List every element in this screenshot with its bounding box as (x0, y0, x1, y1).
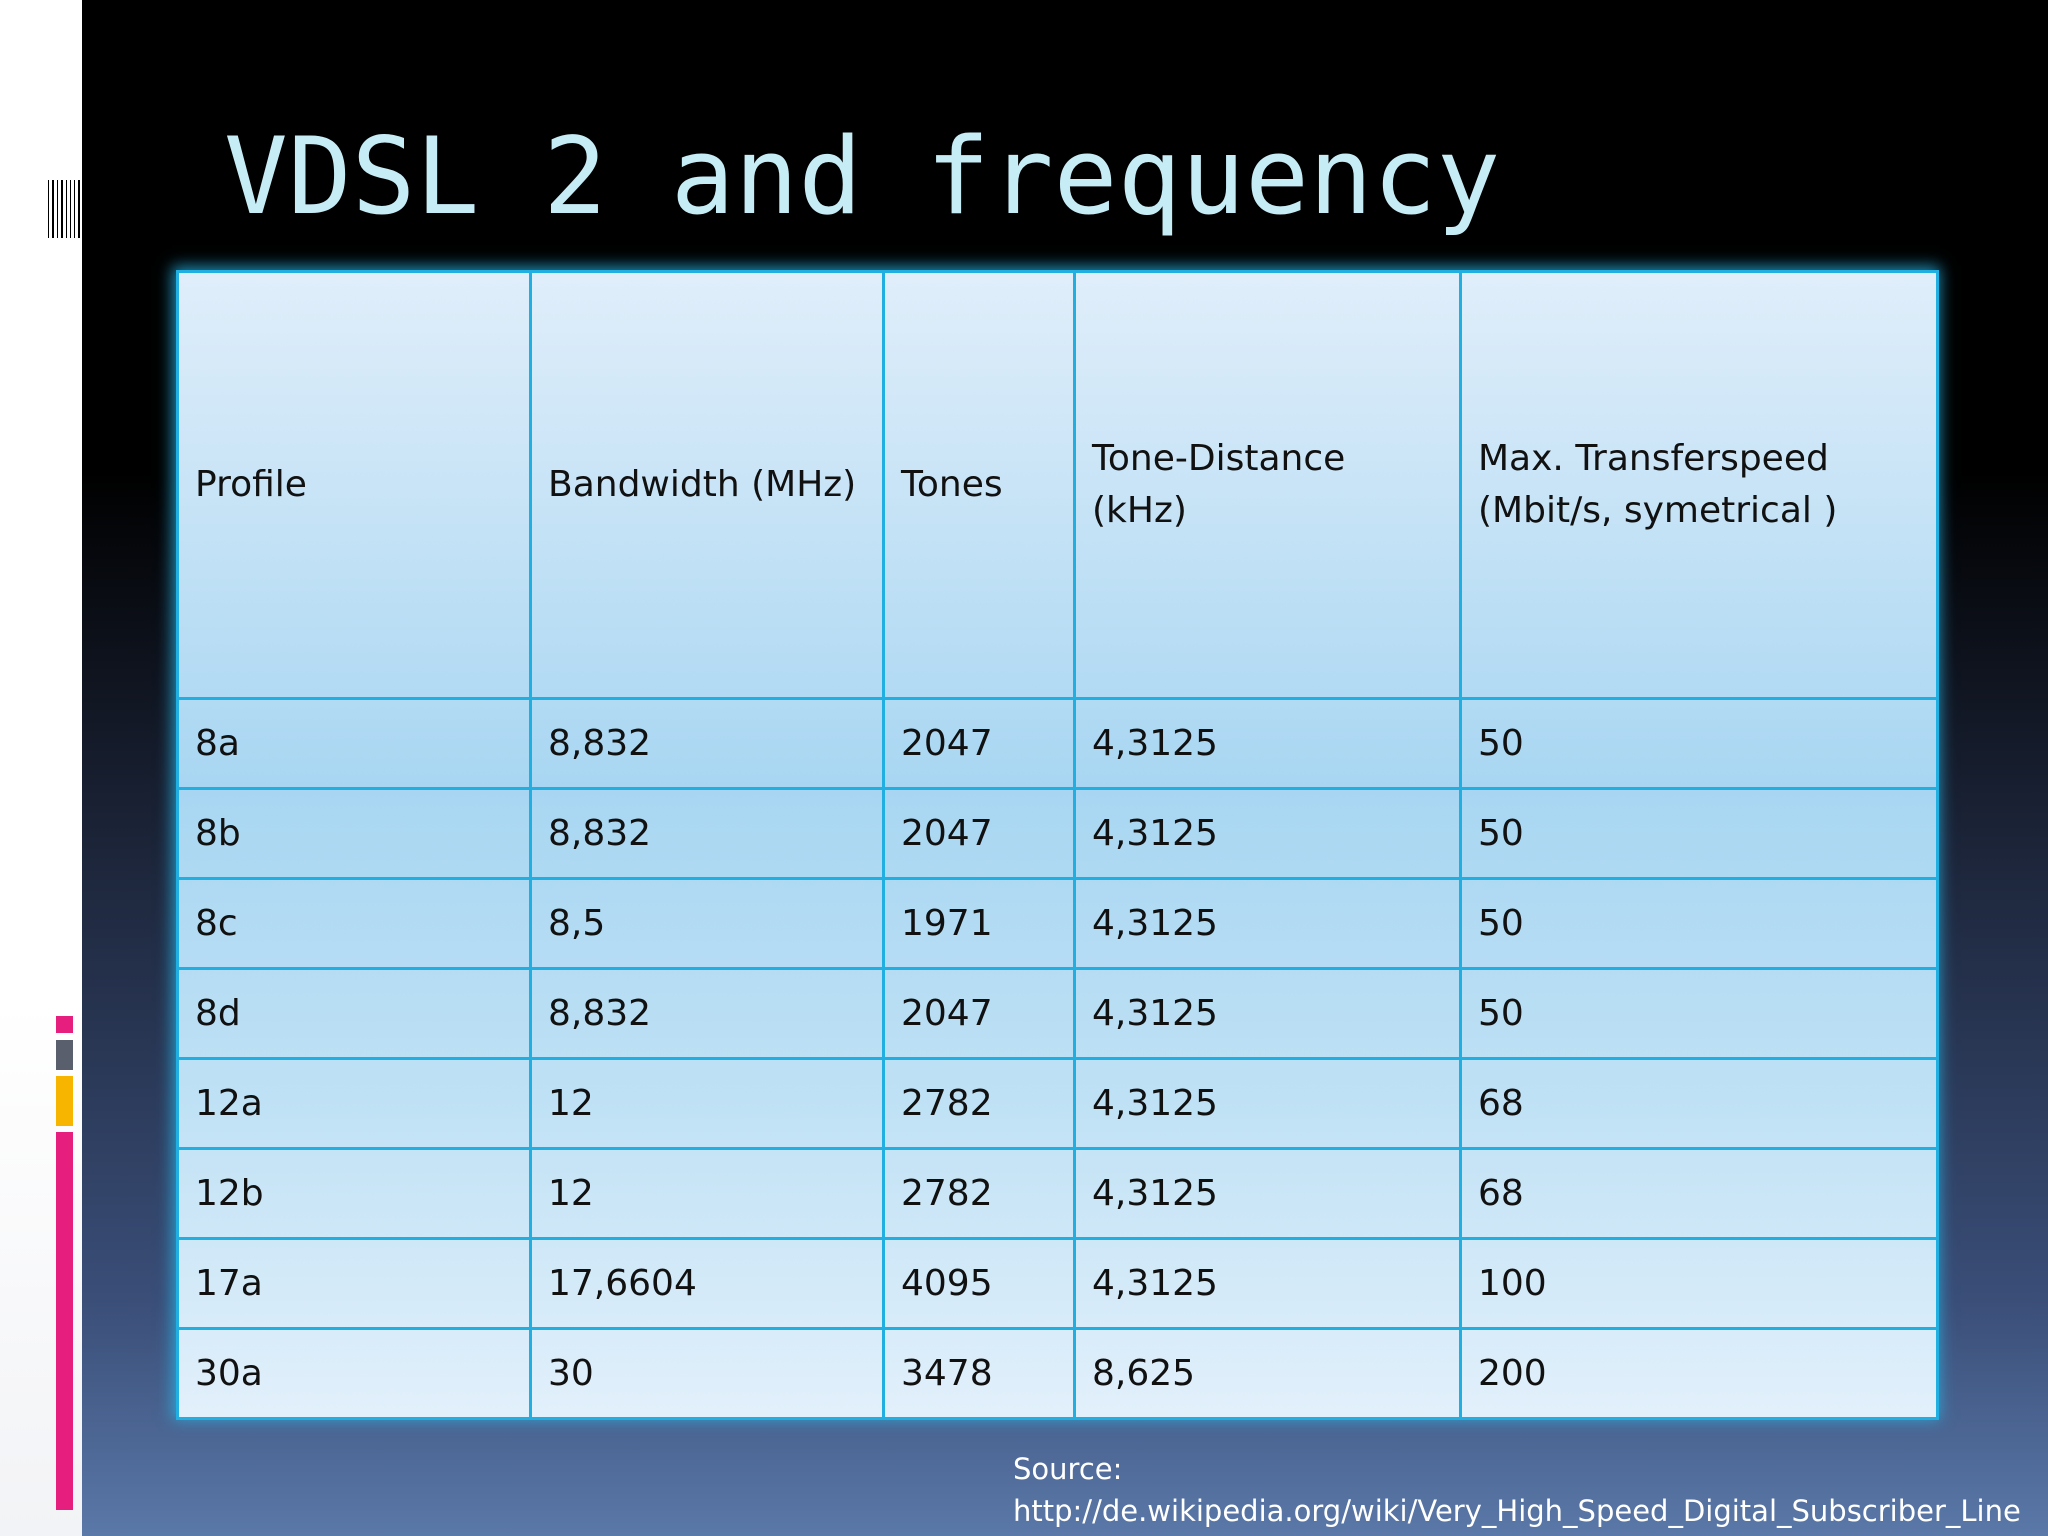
table-cell: 30a (176, 1327, 532, 1420)
table-row: 8b 8,832 2047 4,3125 50 (176, 787, 1939, 880)
table-container: Profile Bandwidth (MHz) Tones Tone-Dista… (176, 270, 1939, 1420)
table-cell: 4,3125 (1073, 1237, 1462, 1330)
table-cell: 8,832 (529, 697, 885, 790)
table-cell: 12b (176, 1147, 532, 1240)
header-cell: Tone-Distance (kHz) (1073, 270, 1462, 700)
table-cell: 68 (1459, 1147, 1939, 1240)
table-cell: 4,3125 (1073, 877, 1462, 970)
table-row: 12b 12 2782 4,3125 68 (176, 1147, 1939, 1240)
table-row: 12a 12 2782 4,3125 68 (176, 1057, 1939, 1150)
table-cell: 100 (1459, 1237, 1939, 1330)
table-cell: 30 (529, 1327, 885, 1420)
table-cell: 2047 (882, 967, 1076, 1060)
table-cell: 2782 (882, 1147, 1076, 1240)
table-cell: 12 (529, 1057, 885, 1150)
table-cell: 4,3125 (1073, 967, 1462, 1060)
table-cell: 4095 (882, 1237, 1076, 1330)
table-cell: 12 (529, 1147, 885, 1240)
table-cell: 8a (176, 697, 532, 790)
source-citation: Source: http://de.wikipedia.org/wiki/Ver… (1013, 1448, 2021, 1532)
table-cell: 8b (176, 787, 532, 880)
table-cell: 17,6604 (529, 1237, 885, 1330)
table-cell: 2047 (882, 787, 1076, 880)
table-cell: 2047 (882, 697, 1076, 790)
accent-bar-yellow (56, 1076, 73, 1126)
table-row: 30a 30 3478 8,625 200 (176, 1327, 1939, 1420)
accent-bar-gray (56, 1040, 73, 1070)
vdsl-profile-table: Profile Bandwidth (MHz) Tones Tone-Dista… (176, 270, 1939, 1420)
header-cell: Bandwidth (MHz) (529, 270, 885, 700)
table-cell: 200 (1459, 1327, 1939, 1420)
table-cell: 4,3125 (1073, 1057, 1462, 1150)
header-cell: Tones (882, 270, 1076, 700)
table-cell: 8,832 (529, 967, 885, 1060)
table-header-row: Profile Bandwidth (MHz) Tones Tone-Dista… (176, 270, 1939, 700)
table-cell: 4,3125 (1073, 697, 1462, 790)
accent-bar-pink-long (56, 1132, 73, 1510)
header-cell: Profile (176, 270, 532, 700)
table-cell: 68 (1459, 1057, 1939, 1150)
table-cell: 8c (176, 877, 532, 970)
table-cell: 4,3125 (1073, 787, 1462, 880)
table-cell: 50 (1459, 967, 1939, 1060)
table-cell: 50 (1459, 877, 1939, 970)
table-cell: 50 (1459, 787, 1939, 880)
table-row: 8d 8,832 2047 4,3125 50 (176, 967, 1939, 1060)
table-row: 8a 8,832 2047 4,3125 50 (176, 697, 1939, 790)
table-cell: 17a (176, 1237, 532, 1330)
table-cell: 3478 (882, 1327, 1076, 1420)
table-cell: 4,3125 (1073, 1147, 1462, 1240)
source-url: http://de.wikipedia.org/wiki/Very_High_S… (1013, 1494, 2021, 1528)
table-cell: 8,625 (1073, 1327, 1462, 1420)
table-cell: 8d (176, 967, 532, 1060)
barcode-decoration (48, 180, 80, 238)
table-cell: 2782 (882, 1057, 1076, 1150)
header-cell: Max. Transferspeed (Mbit/s, symetrical ) (1459, 270, 1939, 700)
table-row: 8c 8,5 1971 4,3125 50 (176, 877, 1939, 970)
table-row: 17a 17,6604 4095 4,3125 100 (176, 1237, 1939, 1330)
table-cell: 8,832 (529, 787, 885, 880)
table-cell: 8,5 (529, 877, 885, 970)
source-label: Source: (1013, 1452, 1123, 1486)
accent-bar-pink-small (56, 1016, 73, 1033)
slide-title: VDSL 2 and frequency (224, 115, 1501, 238)
table-cell: 50 (1459, 697, 1939, 790)
table-cell: 12a (176, 1057, 532, 1150)
table-cell: 1971 (882, 877, 1076, 970)
